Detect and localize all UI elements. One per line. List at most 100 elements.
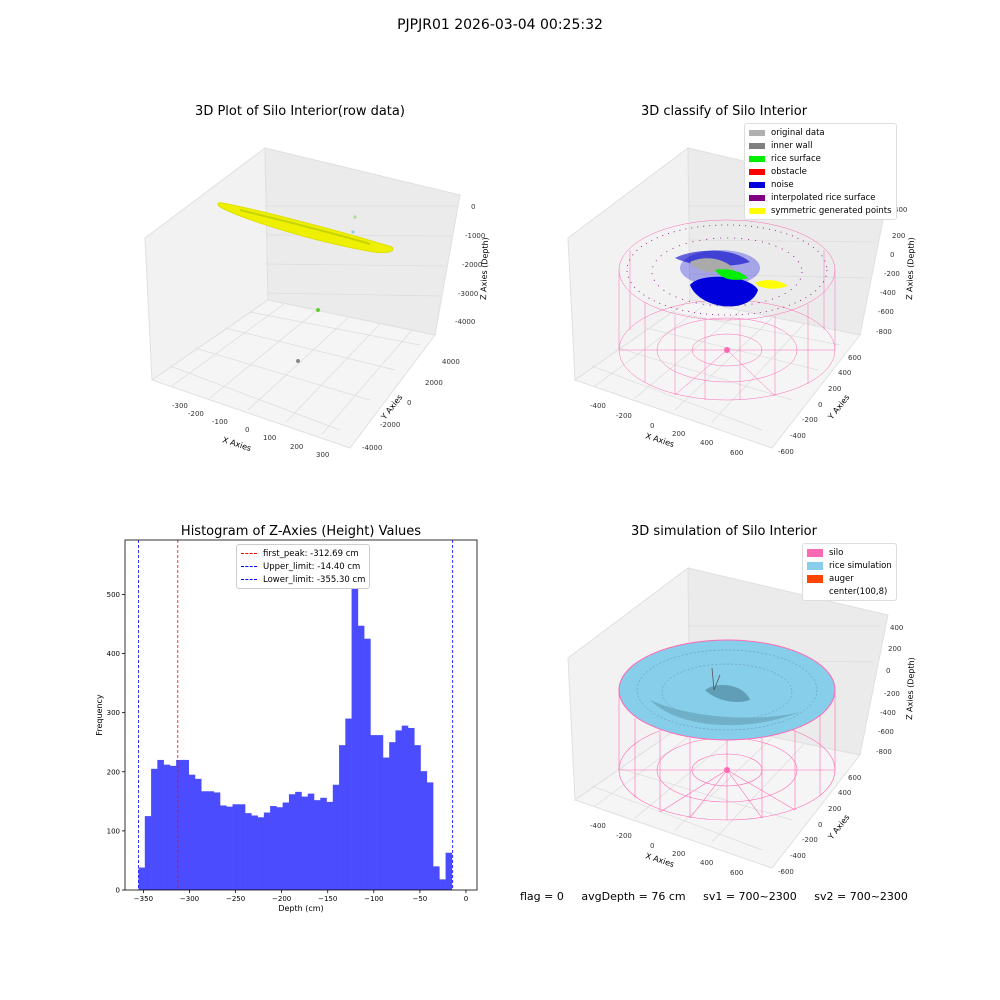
legend-item: rice simulation <box>807 559 892 572</box>
hist-title: Histogram of Z-Axies (Height) Values <box>180 524 422 539</box>
raw-ztick: -3000 <box>458 290 478 298</box>
hist-ytick-label: 500 <box>107 591 120 599</box>
hist-bar <box>201 791 208 890</box>
legend-item: center(100,8) <box>807 585 892 598</box>
figure-title: PJPJR01 2026-03-04 00:25:32 <box>397 17 603 33</box>
hist-bar <box>276 807 283 890</box>
legend-item: noise <box>749 178 892 191</box>
sim-ylabel: Y Axies <box>826 813 852 842</box>
hist-xtick-label: −200 <box>272 895 291 903</box>
legend-label: noise <box>771 179 794 190</box>
legend-item: silo <box>807 546 892 559</box>
raw-xtick: -100 <box>212 418 228 426</box>
legend-item: auger <box>807 572 892 585</box>
raw-zticks: -4000 -3000 -2000 -1000 0 <box>455 203 485 326</box>
hist-bar <box>420 771 428 890</box>
raw-ztick: -4000 <box>455 318 475 326</box>
legend-item: obstacle <box>749 165 892 178</box>
legend-swatch <box>749 142 765 149</box>
hist-bar <box>445 852 453 890</box>
classify-ztick: 200 <box>892 232 905 240</box>
hist-bar <box>433 866 440 890</box>
legend-line <box>241 579 257 580</box>
hist-xtick-label: −100 <box>364 895 383 903</box>
classify-ztick: 0 <box>890 251 894 259</box>
sim-xtick: 600 <box>730 869 743 877</box>
classify-ztick: -200 <box>884 270 900 278</box>
legend-label: original data <box>771 127 825 138</box>
sim-ztick: -200 <box>884 690 900 698</box>
classify-silo-wireframe <box>618 219 836 401</box>
hist-vlines <box>138 540 454 890</box>
classify-ytick: -400 <box>790 432 806 440</box>
hist-xtick-label: −350 <box>134 895 153 903</box>
sim-ytick: -400 <box>790 852 806 860</box>
sim-plot-title: 3D simulation of Silo Interior <box>631 524 817 539</box>
sim-ytick: 400 <box>838 789 851 797</box>
sim-xtick: -400 <box>590 822 606 830</box>
classify-xtick: 200 <box>672 430 685 438</box>
hist-bar <box>251 815 258 890</box>
sim-ytick: 200 <box>828 805 841 813</box>
classify-plot-title: 3D classify of Silo Interior <box>640 104 808 119</box>
legend-label: Upper_limit: -14.40 cm <box>263 561 361 572</box>
hist-bar <box>288 794 296 890</box>
hist-bars <box>138 555 453 890</box>
raw-xtick: 0 <box>245 426 249 434</box>
legend-line <box>241 553 257 554</box>
hist-xtick-label: −300 <box>180 895 199 903</box>
legend-swatch <box>749 207 765 214</box>
sv1-readout: sv1 = 700~2300 <box>703 890 797 903</box>
hist-bar <box>339 745 346 890</box>
hist-bar <box>357 625 365 890</box>
legend-label: inner wall <box>771 140 813 151</box>
classify-gridlines <box>591 205 880 431</box>
classify-ztick: -600 <box>878 308 894 316</box>
sim-xtick: 0 <box>650 842 654 850</box>
classify-yticks: -600 -400 -200 0 200 400 600 <box>778 354 861 456</box>
hist-frame <box>124 539 478 891</box>
sim-xlabel: X Axies <box>644 851 675 869</box>
hist-bar <box>301 796 309 890</box>
hist-bar <box>326 801 334 890</box>
hist-bar <box>364 638 371 890</box>
legend-item: interpolated rice surface <box>749 191 892 204</box>
hist-bar <box>163 764 171 890</box>
hist-yticks: 0 100 200 300 400 500 <box>107 591 125 895</box>
classify-ytick: -200 <box>802 416 818 424</box>
legend-label: first_peak: -312.69 cm <box>263 548 359 559</box>
avg-depth-readout: avgDepth = 76 cm <box>581 890 686 903</box>
sim-ytick: 0 <box>818 821 822 829</box>
hist-ytick-label: 300 <box>107 709 120 717</box>
legend-label: interpolated rice surface <box>771 192 876 203</box>
classify-xtick: 400 <box>700 439 713 447</box>
raw-3d-plot[interactable]: -300 -200 -100 0 100 200 300 -4000 -2000… <box>0 0 500 500</box>
hist-bar <box>213 792 221 890</box>
hist-bar <box>151 768 158 890</box>
hist-bar <box>138 867 146 890</box>
hist-bar <box>320 797 327 890</box>
classify-ytick: 600 <box>848 354 861 362</box>
legend-item: original data <box>749 126 892 139</box>
classify-3d-plot[interactable]: -400 -200 0 200 400 600 -600 -400 -200 0… <box>500 0 1000 500</box>
sim-pane-floor <box>573 719 861 869</box>
legend-label: silo <box>829 547 844 558</box>
classify-point-cloud <box>626 224 828 353</box>
raw-ytick: 2000 <box>425 379 443 387</box>
raw-yticks: -4000 -2000 0 2000 4000 <box>362 358 460 452</box>
hist-bar <box>370 735 377 890</box>
hist-chart[interactable]: −350 −300 −250 −200 −150 −100 −50 0 0 100 200 300 4… <box>0 500 500 1000</box>
hist-bar <box>382 757 390 890</box>
legend-item: Upper_limit: -14.40 cm <box>241 560 365 573</box>
classify-xticks: -400 -200 0 200 400 600 <box>590 402 743 457</box>
legend-item: inner wall <box>749 139 892 152</box>
raw-pane-floor <box>150 299 436 449</box>
hist-bar <box>345 718 352 890</box>
hist-bar <box>426 782 434 890</box>
sim-xticks: -400 -200 0 200 400 600 <box>590 822 743 877</box>
legend-label: obstacle <box>771 166 807 177</box>
legend-label: rice surface <box>771 153 821 164</box>
raw-zlabel: Z Axies (Depth) <box>479 237 490 300</box>
sim-3d-plot[interactable]: -400 -200 0 200 400 600 -600 -400 -200 0… <box>500 500 1000 1000</box>
hist-legend: first_peak: -312.69 cm Upper_limit: -14.… <box>236 544 371 589</box>
